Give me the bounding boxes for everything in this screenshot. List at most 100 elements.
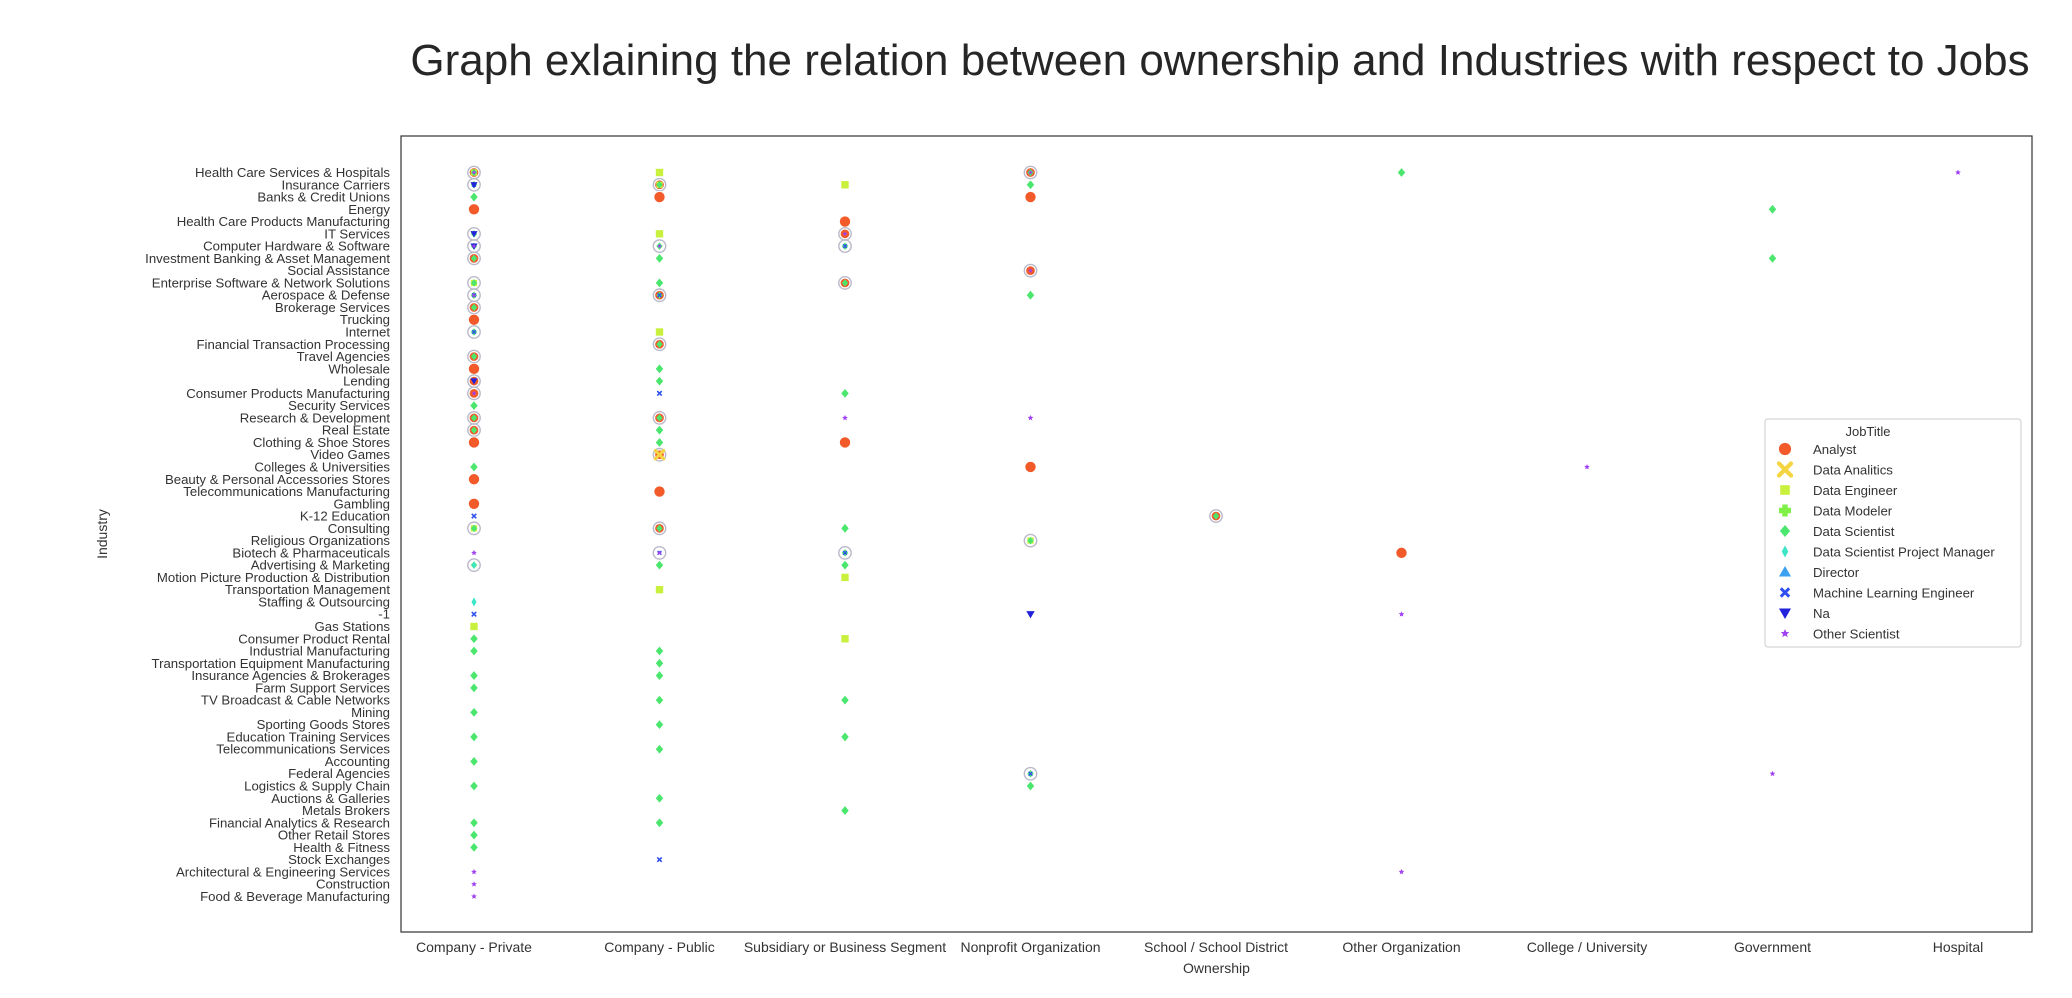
data-point: [1024, 191, 1037, 204]
data-point: [470, 842, 478, 852]
x-tick-label: Subsidiary or Business Segment: [744, 939, 946, 955]
y-tick-label: Industrial Manufacturing: [249, 644, 390, 659]
data-point: [655, 230, 664, 238]
data-point: [467, 313, 480, 326]
data-point: [655, 695, 664, 705]
data-point: [652, 288, 667, 303]
data-point: [467, 473, 480, 486]
y-tick-label: Biotech & Pharmaceuticals: [232, 545, 390, 560]
y-tick-label: Beauty & Personal Accessories Stores: [165, 472, 390, 487]
data-point: [467, 226, 481, 241]
legend-label: Data Scientist: [1813, 524, 1895, 539]
y-tick-label: Colleges & Universities: [254, 459, 390, 474]
y-tick-label: Energy: [348, 202, 390, 217]
data-point: [471, 549, 477, 556]
y-tick-label: Insurance Agencies & Brokerages: [191, 668, 390, 683]
data-point: [838, 276, 852, 290]
data-point: [467, 349, 481, 364]
y-tick-label: Internet: [345, 325, 390, 340]
data-point: [467, 239, 481, 254]
data-point: [467, 251, 481, 266]
y-tick-label: Enterprise Software & Network Solutions: [152, 275, 391, 290]
legend-item: Director: [1779, 565, 1860, 580]
y-tick-label: Wholesale: [328, 361, 390, 376]
data-point: [841, 573, 849, 582]
x-tick-label: Other Organization: [1342, 939, 1460, 955]
y-tick-label: Financial Transaction Processing: [196, 337, 390, 352]
data-point: [841, 560, 849, 570]
legend-item: Analyst: [1778, 442, 1857, 457]
data-point: [1397, 168, 1406, 177]
data-point: [652, 337, 667, 352]
data-point: [471, 513, 477, 519]
data-point: [655, 586, 664, 594]
y-tick-label: Lending: [343, 374, 390, 389]
data-point: [470, 622, 478, 631]
y-tick-label: Real Estate: [322, 423, 390, 438]
y-tick-label: Transportation Equipment Manufacturing: [152, 656, 390, 671]
legend-item: Na: [1779, 606, 1831, 621]
data-point: [467, 288, 481, 303]
legend-label: Machine Learning Engineer: [1813, 586, 1975, 601]
data-point: [655, 425, 664, 435]
data-point: [470, 646, 478, 656]
data-point: [655, 278, 664, 288]
legend-item: Data Engineer: [1780, 483, 1898, 498]
legend-title: JobTitle: [1845, 424, 1890, 439]
data-point: [1584, 463, 1590, 470]
y-tick-label: Accounting: [325, 754, 390, 769]
y-tick-label: Travel Agencies: [297, 349, 391, 364]
data-point: [467, 386, 481, 401]
chart-title: Graph exlaining the relation between own…: [410, 36, 2030, 85]
y-tick-label: Food & Beverage Manufacturing: [200, 889, 390, 904]
legend-item: Data Analitics: [1776, 461, 1893, 478]
data-point: [1023, 766, 1038, 781]
y-tick-label: Religious Organizations: [251, 533, 391, 548]
data-point: [471, 893, 477, 899]
data-point: [652, 410, 667, 425]
y-tick-label: Metals Brokers: [302, 803, 390, 818]
y-tick-label: Staffing & Outsourcing: [258, 594, 390, 609]
data-point: [471, 597, 477, 607]
data-point: [839, 436, 852, 449]
data-point: [655, 376, 664, 386]
data-point: [467, 203, 480, 216]
y-tick-label: Telecommunications Services: [216, 742, 390, 757]
y-tick-label: Motion Picture Production & Distribution: [157, 570, 390, 585]
data-point: [655, 253, 664, 263]
data-point: [1768, 253, 1777, 263]
data-point: [655, 168, 664, 177]
y-tick-label: Health Care Services & Hospitals: [195, 165, 390, 180]
data-point: [470, 462, 478, 472]
x-tick-label: Company - Private: [416, 939, 532, 955]
data-point: [842, 414, 848, 421]
x-tick-label: Company - Public: [604, 939, 715, 955]
legend-label: Data Engineer: [1813, 483, 1898, 498]
x-axis-label: Ownership: [1183, 960, 1250, 976]
y-tick-label: Federal Agencies: [288, 766, 390, 781]
data-point: [1027, 414, 1034, 421]
y-tick-label: Consumer Products Manufacturing: [186, 386, 390, 401]
plot-area: [400, 135, 2033, 933]
x-tick-label: Nonprofit Organization: [960, 939, 1100, 955]
y-tick-label: Trucking: [340, 312, 390, 327]
y-tick-label: Security Services: [288, 398, 390, 413]
data-point: [1209, 509, 1223, 523]
y-axis-label: Industry: [94, 509, 110, 559]
data-point: [470, 732, 478, 742]
legend-label: Data Scientist Project Manager: [1813, 545, 1995, 560]
y-tick-label: Banks & Credit Unions: [257, 190, 390, 205]
data-point: [470, 781, 478, 791]
data-point: [467, 165, 481, 180]
data-point: [467, 436, 480, 449]
data-point: [1395, 546, 1408, 559]
y-tick-label: Video Games: [310, 447, 390, 462]
data-point: [838, 239, 852, 254]
y-tick-label: Health & Fitness: [293, 840, 390, 855]
y-tick-label: Consumer Product Rental: [238, 631, 390, 646]
data-point: [652, 177, 667, 192]
data-point: [467, 423, 481, 438]
y-tick-label: Logistics & Supply Chain: [244, 779, 390, 794]
y-tick-label: Aerospace & Defense: [262, 288, 390, 303]
data-point: [655, 646, 664, 656]
